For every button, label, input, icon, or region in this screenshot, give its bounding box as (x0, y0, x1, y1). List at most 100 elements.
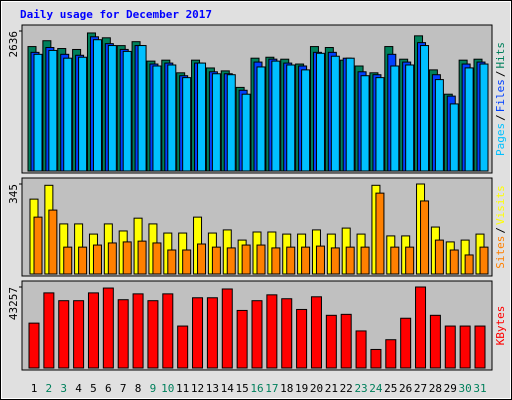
bar (345, 246, 355, 275)
legend: Sites / Visits (494, 185, 507, 269)
x-tick-label: 8 (135, 382, 142, 395)
x-tick-label: 29 (444, 382, 457, 395)
bar (241, 93, 251, 172)
bar (167, 249, 177, 275)
bar (271, 247, 281, 275)
y-tick-label: 345 (7, 184, 20, 204)
legend-separator: / (494, 227, 507, 234)
bar (390, 65, 400, 172)
bar (226, 247, 236, 275)
x-tick-label: 23 (354, 382, 367, 395)
bar (197, 243, 207, 275)
legend-entry: Hits (494, 42, 507, 69)
bar (271, 60, 281, 172)
bar (211, 73, 221, 172)
bar (281, 298, 293, 369)
legend-entry: Visits (494, 185, 507, 225)
bar (315, 245, 325, 275)
bar (434, 239, 444, 275)
bar (236, 309, 248, 369)
bar (355, 330, 367, 369)
legend: KBytes (494, 306, 507, 346)
bar (315, 52, 325, 172)
x-tick-label: 3 (60, 382, 67, 395)
x-tick-label: 21 (325, 382, 338, 395)
y-tick-label: 2636 (7, 31, 20, 58)
bar (330, 247, 340, 275)
x-tick-label: 7 (120, 382, 127, 395)
bar (48, 49, 58, 172)
bar (78, 246, 88, 275)
bar (241, 244, 251, 275)
bar (92, 244, 102, 275)
bar (182, 77, 192, 172)
bar (63, 57, 73, 172)
bar (429, 314, 441, 369)
bar (459, 325, 471, 369)
legend-entry: Sites (494, 236, 507, 269)
bar (256, 244, 266, 275)
bar (266, 294, 278, 369)
bar (474, 325, 486, 369)
x-tick-label: 27 (414, 382, 427, 395)
legend-entry: Files (494, 79, 507, 112)
bar (221, 288, 233, 369)
bar (48, 209, 58, 275)
bar (286, 246, 296, 275)
bar (78, 56, 88, 172)
bar (464, 254, 474, 275)
bar (340, 313, 352, 369)
bar (360, 246, 370, 275)
bar (226, 74, 236, 172)
x-tick-label: 26 (399, 382, 412, 395)
bar (444, 325, 456, 369)
x-tick-label: 1 (31, 382, 38, 395)
x-tick-label: 30 (459, 382, 472, 395)
legend-separator: / (494, 114, 507, 121)
bar (330, 55, 340, 172)
bar (310, 296, 322, 369)
x-tick-label: 15 (236, 382, 249, 395)
x-tick-label: 12 (191, 382, 204, 395)
bar (58, 300, 70, 369)
x-tick-label: 22 (340, 382, 353, 395)
x-tick-label: 10 (161, 382, 174, 395)
bar (167, 64, 177, 172)
bar (415, 286, 427, 369)
bar (251, 300, 263, 369)
x-tick-label: 4 (75, 382, 82, 395)
bar (479, 246, 489, 275)
bar (375, 77, 385, 172)
bar (211, 246, 221, 275)
bar (197, 62, 207, 172)
legend-entry: KBytes (494, 306, 507, 346)
y-tick-label: 43257 (7, 287, 20, 320)
bar (92, 39, 102, 172)
bar (102, 287, 114, 369)
x-tick-label: 31 (473, 382, 486, 395)
x-tick-label: 24 (369, 382, 383, 395)
x-tick-label: 18 (280, 382, 293, 395)
bar (325, 314, 337, 369)
bar (420, 45, 430, 172)
bar (385, 339, 397, 369)
bar (33, 216, 43, 275)
bar (152, 65, 162, 172)
bar (132, 293, 144, 369)
bar (152, 242, 162, 275)
bar (464, 67, 474, 172)
bar (28, 322, 40, 369)
bar (370, 348, 382, 369)
bar (400, 317, 412, 369)
x-tick-label: 11 (176, 382, 189, 395)
bar (405, 246, 415, 275)
bar (122, 50, 132, 172)
bar (162, 293, 174, 369)
bar (345, 57, 355, 172)
legend-entry: Pages (494, 123, 507, 156)
bar (256, 66, 266, 172)
bar (177, 325, 189, 369)
chart-title: Daily usage for December 2017 (20, 8, 212, 21)
x-tick-label: 17 (265, 382, 278, 395)
